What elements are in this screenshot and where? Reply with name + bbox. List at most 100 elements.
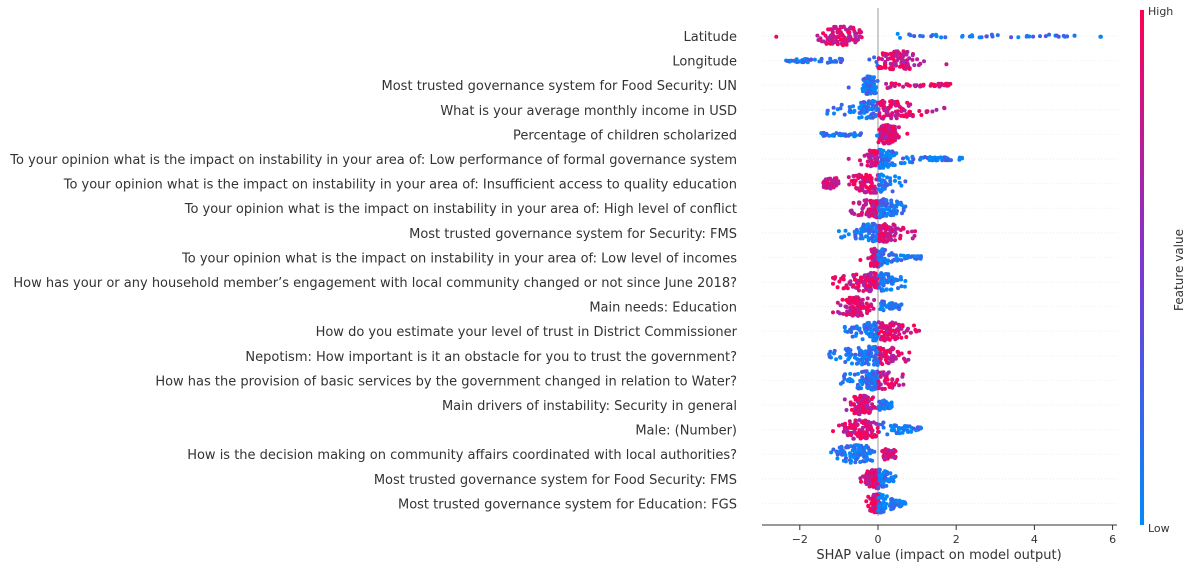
feature-label: Male: (Number) (635, 424, 737, 439)
shap-point (855, 422, 860, 427)
shap-point (897, 82, 902, 87)
shap-point (878, 351, 883, 356)
shap-point (876, 56, 881, 61)
shap-point (944, 62, 949, 67)
shap-point (910, 229, 914, 234)
feature-points (846, 147, 965, 170)
shap-point (844, 456, 848, 461)
shap-point (877, 399, 882, 404)
shap-point (858, 460, 863, 464)
shap-point (885, 432, 890, 437)
shap-point (885, 57, 890, 62)
shap-point (852, 108, 857, 113)
shap-point (874, 433, 879, 438)
feature-label: How has your or any household member’s e… (13, 276, 737, 291)
shap-point (1047, 32, 1052, 37)
shap-point (859, 452, 864, 457)
shap-point (858, 236, 863, 241)
shap-point (854, 186, 859, 191)
shap-point (860, 360, 865, 365)
shap-point (858, 258, 863, 262)
shap-point (852, 430, 856, 435)
shap-point (869, 375, 874, 380)
shap-point (851, 200, 856, 205)
shap-point (876, 495, 881, 500)
shap-point (905, 429, 910, 434)
colorbar-low-label: Low (1148, 522, 1170, 535)
shap-point (863, 476, 868, 481)
shap-point (883, 230, 888, 235)
shap-point (938, 155, 943, 160)
shap-point (884, 198, 889, 203)
shap-point (848, 279, 853, 284)
shap-point (861, 100, 866, 104)
shap-point (885, 258, 890, 263)
shap-point (888, 51, 893, 56)
shap-point (890, 425, 895, 430)
feature-points (831, 295, 904, 318)
shap-point (832, 40, 837, 45)
shap-point (832, 111, 836, 116)
shap-point (869, 501, 874, 506)
shap-point (870, 153, 875, 158)
shap-point (889, 113, 894, 118)
shap-point (902, 330, 907, 335)
shap-point (939, 35, 944, 40)
shap-point (853, 418, 858, 423)
shap-point (866, 399, 871, 404)
shap-point (867, 228, 872, 233)
shap-point (876, 508, 881, 513)
shap-point (883, 474, 888, 479)
feature-points (858, 246, 923, 269)
shap-point (1061, 33, 1066, 38)
shap-point (901, 501, 906, 506)
shap-point (850, 310, 855, 315)
shap-point (858, 305, 863, 310)
shap-point (912, 34, 917, 39)
shap-point (877, 214, 882, 219)
shap-point (849, 330, 854, 334)
shap-point (855, 312, 860, 317)
shap-point (839, 445, 844, 450)
shap-point (843, 285, 848, 290)
shap-point (863, 418, 868, 423)
shap-point (836, 229, 841, 234)
shap-point (874, 421, 879, 426)
shap-point (911, 157, 916, 162)
shap-point (872, 279, 877, 284)
shap-point (893, 178, 897, 183)
shap-point (881, 323, 886, 328)
shap-point (858, 34, 862, 39)
shap-point (901, 60, 906, 65)
shap-point (899, 277, 904, 282)
shap-point (835, 285, 840, 290)
shap-point (960, 34, 965, 39)
shap-point (846, 357, 851, 362)
shap-point (881, 158, 886, 163)
shap-point (908, 109, 912, 114)
feature-points (829, 443, 898, 465)
shap-point (853, 333, 858, 338)
shap-point (875, 481, 880, 486)
shap-point (873, 321, 878, 326)
shap-point (868, 207, 873, 212)
shap-point (831, 447, 836, 452)
shap-point (1025, 33, 1029, 38)
shap-point (853, 426, 858, 431)
shap-point (930, 158, 935, 163)
shap-point (863, 445, 868, 450)
feature-gridlines (762, 35, 1117, 504)
shap-point (897, 383, 902, 388)
shap-point (1072, 33, 1077, 38)
shap-point (866, 395, 870, 400)
shap-point (870, 225, 875, 230)
shap-point (902, 424, 907, 429)
shap-point (881, 470, 886, 475)
shap-point (861, 222, 866, 227)
shap-point (834, 357, 839, 362)
shap-point (852, 372, 857, 377)
shap-point (868, 271, 873, 275)
shap-point (888, 179, 893, 184)
shap-point (848, 351, 853, 356)
shap-point (864, 326, 868, 331)
